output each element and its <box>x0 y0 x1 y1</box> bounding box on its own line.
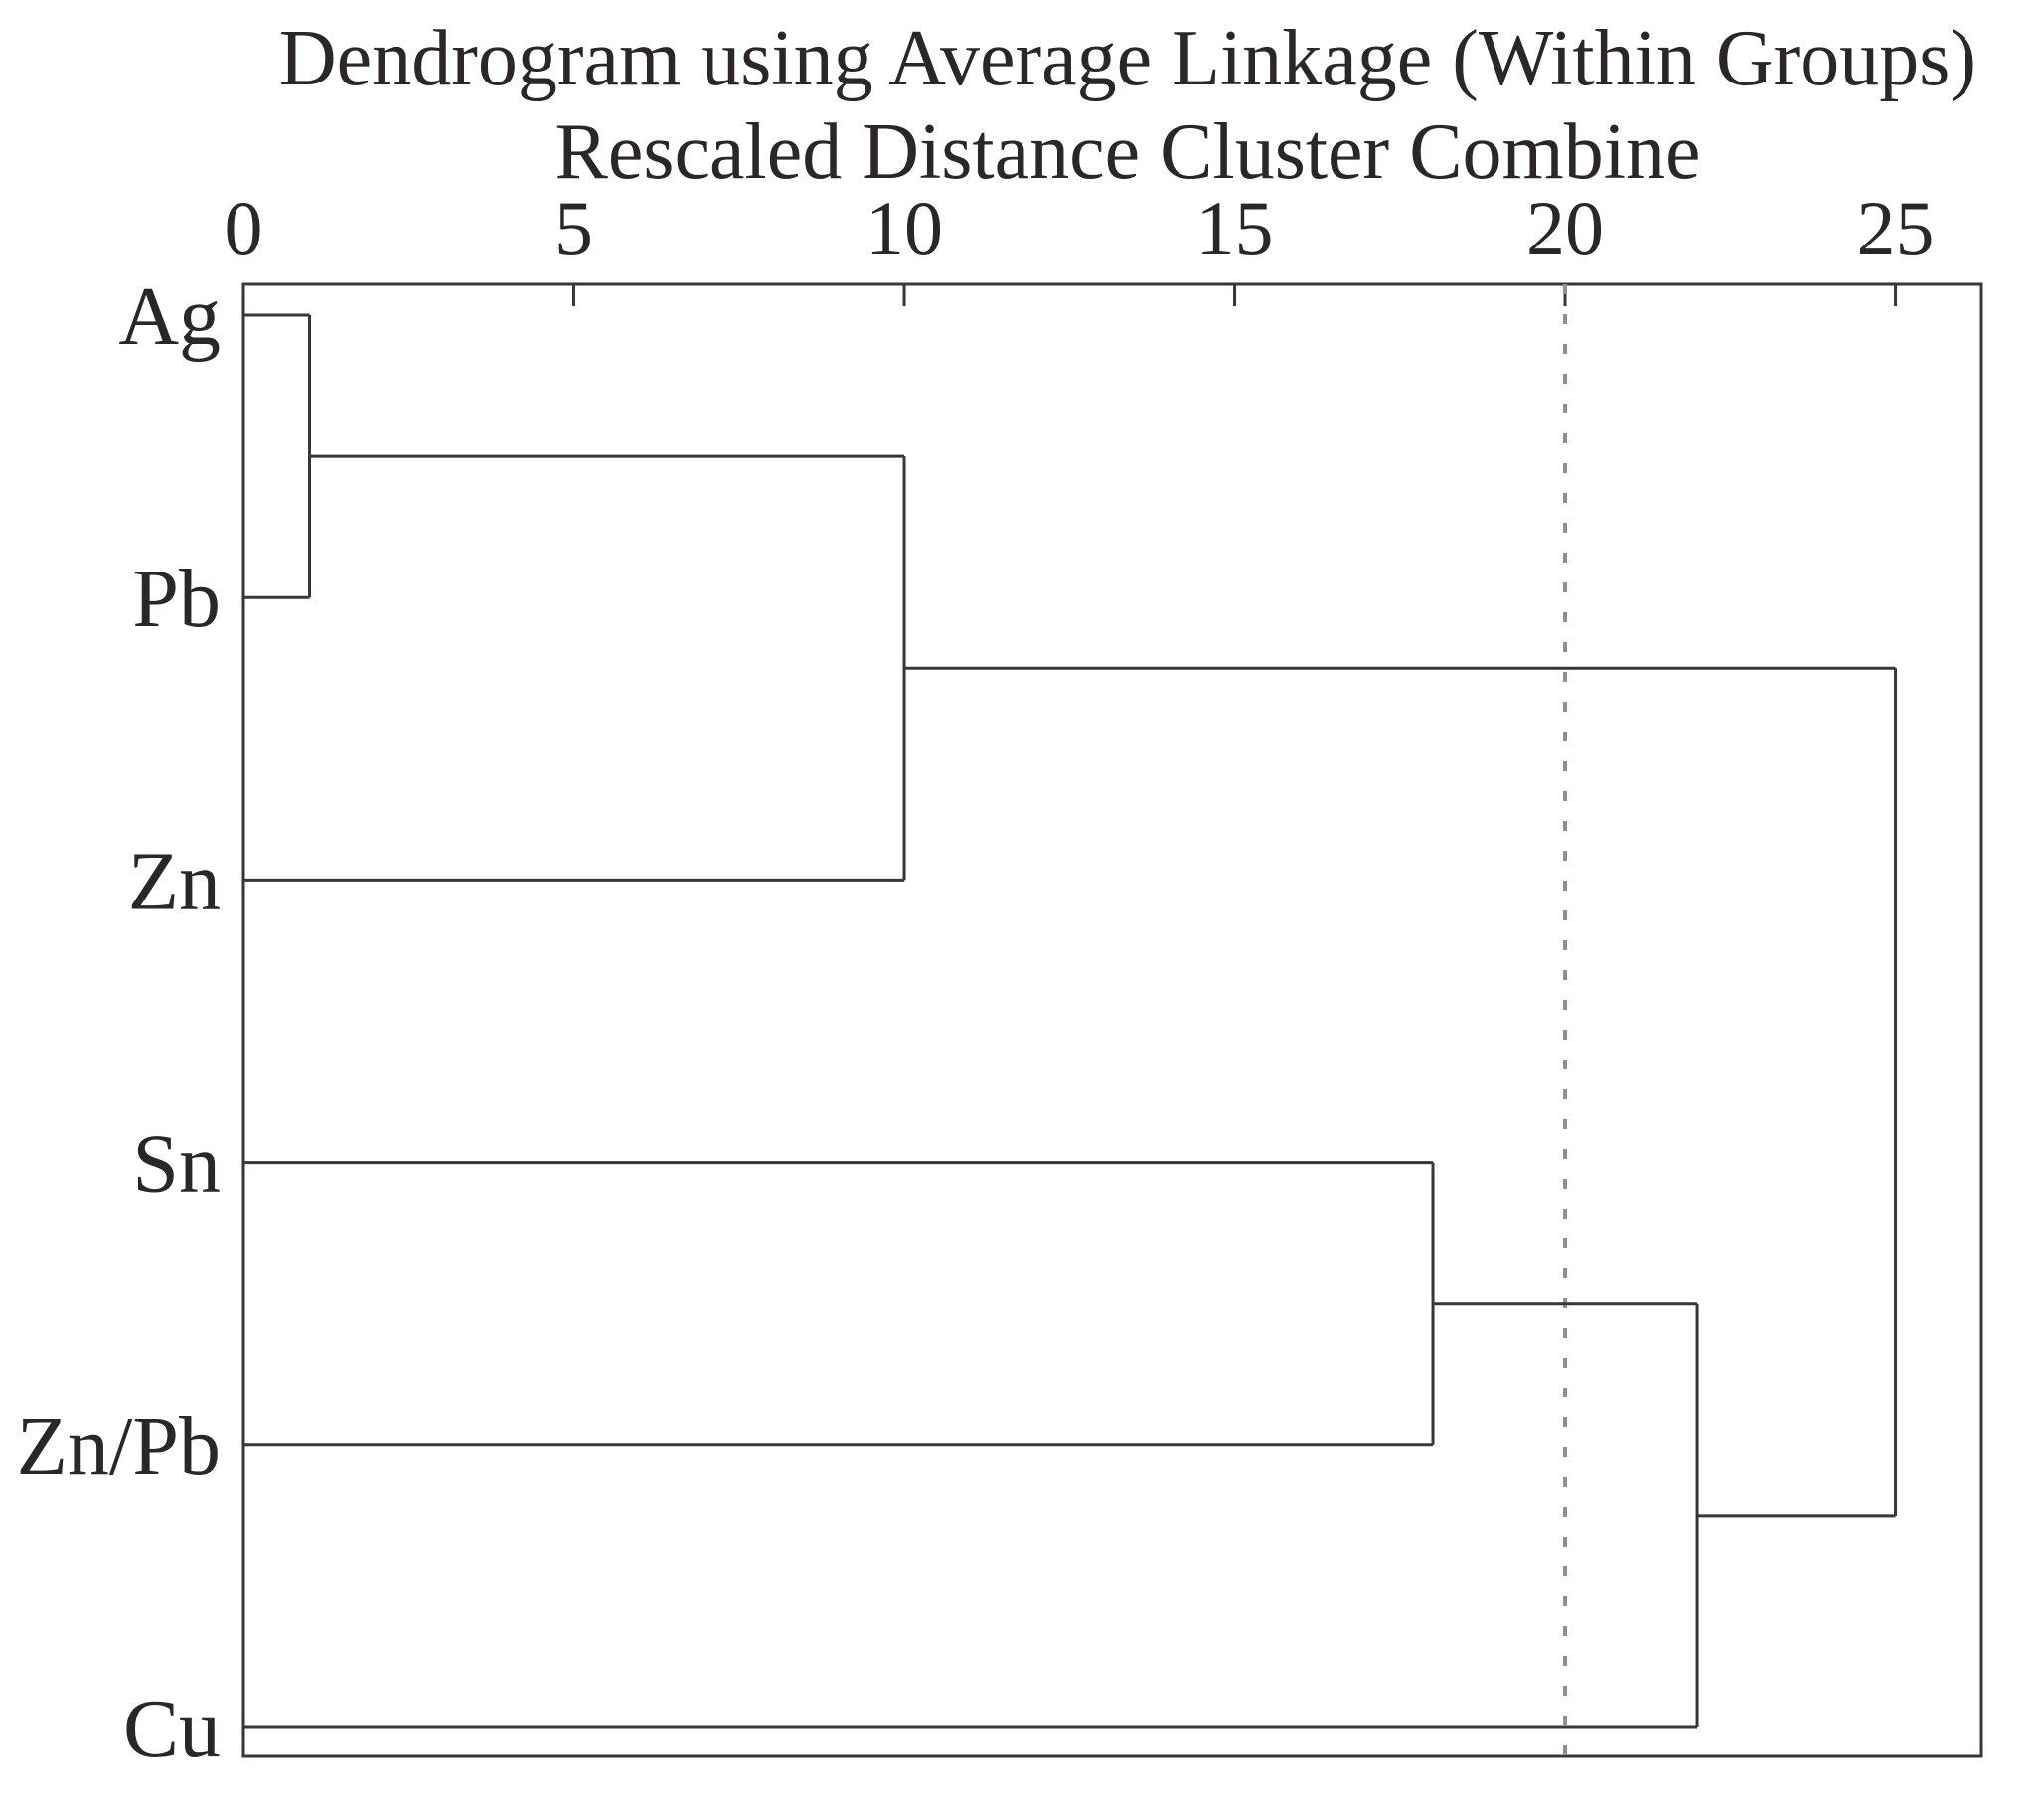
axis-tick-label: 20 <box>1526 185 1604 271</box>
axis-tick-label: 15 <box>1196 185 1274 271</box>
chart-header: Dendrogram using Average Linkage (Within… <box>209 12 2044 199</box>
plot-border <box>241 282 1983 1758</box>
axis-tick-label: 0 <box>225 185 263 271</box>
leaf-label: Cu <box>123 1683 221 1775</box>
axis-tick-label: 5 <box>554 185 593 271</box>
axis-tick-label: 10 <box>865 185 943 271</box>
leaf-label: Ag <box>118 270 221 363</box>
leaf-label: Zn/Pb <box>17 1400 221 1493</box>
leaf-label: Zn <box>128 835 221 927</box>
chart-title: Dendrogram using Average Linkage (Within… <box>278 15 1977 102</box>
leaf-label: Sn <box>132 1118 221 1211</box>
chart-subtitle: Rescaled Distance Cluster Combine <box>554 108 1701 196</box>
leaf-label: Pb <box>132 553 221 645</box>
axis-tick-label: 25 <box>1857 185 1935 271</box>
